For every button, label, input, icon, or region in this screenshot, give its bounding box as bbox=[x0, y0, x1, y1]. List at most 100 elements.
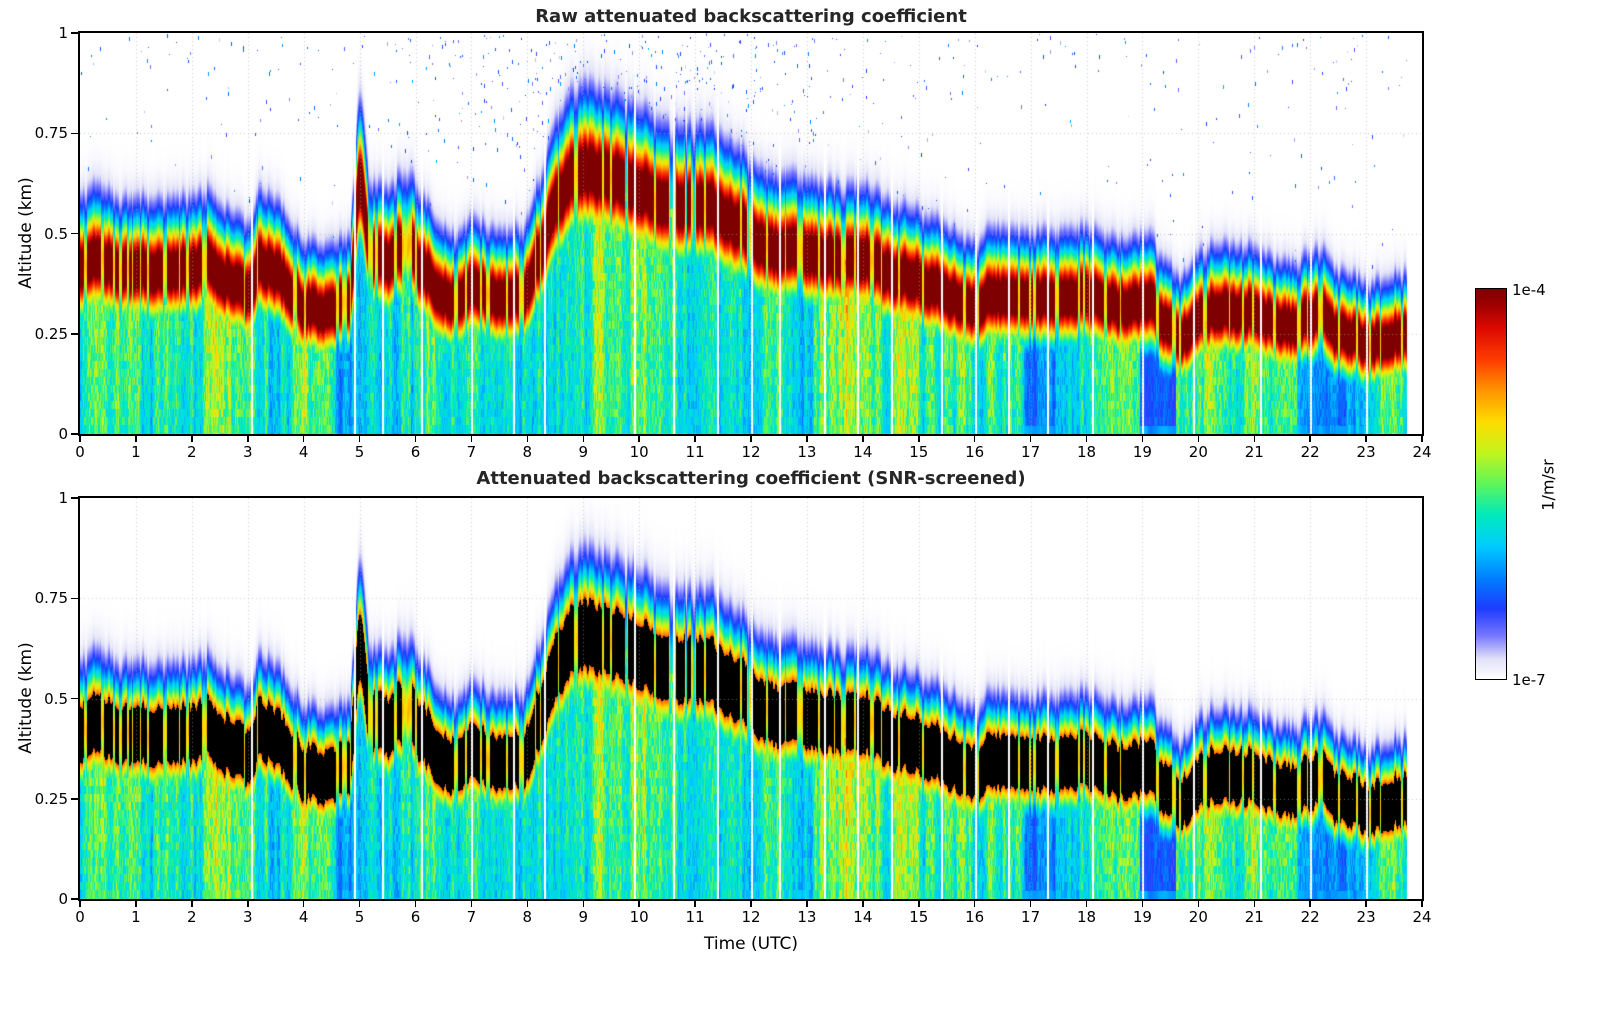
x-tick-mark bbox=[1421, 436, 1423, 442]
y-tick-mark bbox=[71, 597, 78, 599]
x-tick-mark bbox=[414, 901, 417, 907]
x-tick-label: 9 bbox=[578, 443, 589, 461]
x-tick-label: 19 bbox=[1132, 908, 1152, 926]
x-tick-label: 18 bbox=[1076, 443, 1097, 461]
x-tick-label: 11 bbox=[685, 908, 705, 926]
x-tick-mark bbox=[806, 436, 808, 442]
x-tick-label: 14 bbox=[853, 908, 873, 926]
x-tick-mark bbox=[1029, 436, 1032, 442]
panel-raw-plot-area bbox=[78, 31, 1424, 436]
y-tick-mark bbox=[71, 32, 78, 34]
x-tick-label: 4 bbox=[298, 908, 309, 926]
x-tick-mark bbox=[1141, 436, 1144, 442]
y-tick-label: 1 bbox=[58, 24, 68, 42]
x-tick-mark bbox=[79, 436, 81, 442]
x-tick-mark bbox=[191, 436, 193, 442]
x-tick-mark bbox=[918, 901, 920, 907]
y-tick-label: 0.75 bbox=[34, 124, 68, 143]
x-tick-mark bbox=[1029, 901, 1032, 907]
x-tick-mark bbox=[1197, 436, 1200, 442]
x-tick-mark bbox=[358, 901, 361, 907]
x-tick-label: 12 bbox=[741, 908, 761, 926]
x-tick-label: 3 bbox=[242, 908, 253, 926]
x-tick-label: 6 bbox=[410, 908, 421, 926]
y-tick-mark bbox=[71, 898, 78, 900]
y-tick-mark bbox=[71, 132, 78, 134]
x-tick-mark bbox=[1421, 901, 1423, 907]
y-tick-label: 0.75 bbox=[34, 589, 68, 608]
x-tick-mark bbox=[1365, 901, 1367, 907]
x-tick-label: 10 bbox=[629, 908, 649, 926]
x-tick-label: 20 bbox=[1188, 443, 1208, 461]
x-tick-label: 24 bbox=[1412, 443, 1432, 461]
x-tick-label: 5 bbox=[354, 443, 365, 461]
x-tick-label: 15 bbox=[909, 908, 929, 926]
y-tick-mark bbox=[71, 333, 78, 335]
y-tick-label: 0.5 bbox=[44, 689, 68, 708]
x-tick-label: 6 bbox=[410, 443, 421, 461]
x-tick-mark bbox=[750, 436, 752, 442]
y-tick-label: 0.25 bbox=[34, 789, 68, 808]
x-tick-label: 2 bbox=[187, 908, 197, 926]
x-tick-label: 1 bbox=[131, 908, 141, 926]
x-tick-label: 17 bbox=[1021, 443, 1041, 461]
x-tick-mark bbox=[918, 436, 920, 442]
colorbar bbox=[1475, 288, 1507, 680]
x-tick-label: 15 bbox=[909, 443, 929, 461]
x-tick-mark bbox=[135, 901, 137, 907]
x-tick-mark bbox=[414, 436, 417, 442]
x-tick-mark bbox=[1085, 436, 1088, 442]
x-tick-mark bbox=[1253, 901, 1255, 907]
colorbar-gradient-canvas bbox=[1476, 289, 1506, 679]
x-tick-mark bbox=[358, 436, 361, 442]
heatmap-screened-canvas bbox=[80, 498, 1422, 899]
y-tick-mark bbox=[71, 798, 78, 800]
x-tick-mark bbox=[1309, 901, 1311, 907]
x-tick-mark bbox=[135, 436, 137, 442]
x-tick-mark bbox=[247, 901, 249, 907]
y-tick-label: 1 bbox=[58, 489, 68, 507]
x-tick-mark bbox=[862, 901, 864, 907]
x-tick-label: 24 bbox=[1412, 908, 1432, 926]
x-tick-mark bbox=[694, 901, 696, 907]
colorbar-units-label: 1/m/sr bbox=[1538, 459, 1558, 511]
x-tick-mark bbox=[1197, 901, 1200, 907]
y-tick-label: 0.25 bbox=[34, 324, 68, 343]
x-tick-mark bbox=[302, 436, 305, 442]
x-tick-mark bbox=[582, 436, 584, 442]
x-tick-mark bbox=[470, 901, 473, 907]
x-tick-mark bbox=[1309, 436, 1311, 442]
y-tick-mark bbox=[71, 697, 78, 700]
x-tick-label: 23 bbox=[1356, 908, 1376, 926]
x-tick-mark bbox=[862, 436, 864, 442]
x-tick-label: 13 bbox=[797, 443, 817, 461]
y-tick-mark bbox=[71, 232, 78, 235]
panel-screened-plot-area bbox=[78, 496, 1424, 901]
x-tick-mark bbox=[1253, 436, 1255, 442]
x-tick-label: 22 bbox=[1300, 443, 1320, 461]
x-tick-mark bbox=[1141, 901, 1144, 907]
heatmap-raw-canvas bbox=[80, 33, 1422, 434]
x-tick-label: 18 bbox=[1076, 908, 1097, 926]
x-tick-label: 10 bbox=[629, 443, 649, 461]
x-tick-mark bbox=[638, 901, 640, 907]
panel-raw-title: Raw attenuated backscattering coefficien… bbox=[535, 6, 967, 27]
x-tick-label: 8 bbox=[522, 908, 533, 926]
colorbar-max-label: 1e-4 bbox=[1512, 281, 1546, 299]
x-tick-label: 11 bbox=[685, 443, 705, 461]
y-tick-label: 0 bbox=[58, 890, 68, 908]
x-tick-label: 9 bbox=[578, 908, 589, 926]
x-tick-label: 17 bbox=[1021, 908, 1041, 926]
x-tick-label: 8 bbox=[522, 443, 533, 461]
x-tick-mark bbox=[694, 436, 696, 442]
x-tick-mark bbox=[806, 901, 808, 907]
y-tick-mark bbox=[71, 433, 78, 435]
x-tick-label: 3 bbox=[242, 443, 253, 461]
x-tick-label: 0 bbox=[75, 443, 85, 461]
x-tick-mark bbox=[247, 436, 249, 442]
x-tick-label: 20 bbox=[1188, 908, 1208, 926]
x-tick-mark bbox=[470, 436, 473, 442]
x-tick-mark bbox=[1085, 901, 1088, 907]
x-tick-mark bbox=[973, 901, 976, 907]
x-tick-label: 5 bbox=[354, 908, 365, 926]
